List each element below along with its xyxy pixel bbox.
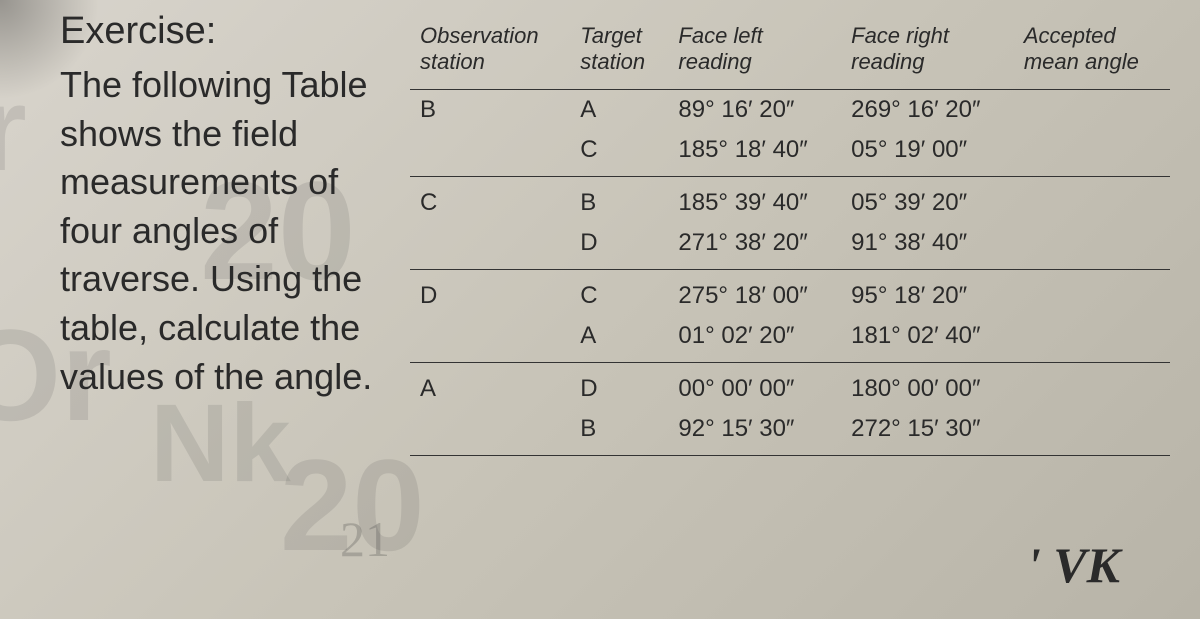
cell-mean <box>1014 223 1170 270</box>
cell-fr: 95° 18′ 20″ <box>841 270 1014 317</box>
table-row: A D 00° 00′ 00″ 180° 00′ 00″ <box>410 363 1170 410</box>
cell-obs <box>410 223 570 270</box>
cell-fr: 180° 00′ 00″ <box>841 363 1014 410</box>
table-row: B 92° 15′ 30″ 272° 15′ 30″ <box>410 409 1170 456</box>
cell-tgt: C <box>570 130 668 177</box>
col-observation: Observation station <box>410 15 570 90</box>
cell-mean <box>1014 177 1170 224</box>
cell-fr: 181° 02′ 40″ <box>841 316 1014 363</box>
cell-fr: 05° 19′ 00″ <box>841 130 1014 177</box>
cell-tgt: D <box>570 363 668 410</box>
table-row: B A 89° 16′ 20″ 269° 16′ 20″ <box>410 90 1170 131</box>
cell-fl: 185° 39′ 40″ <box>668 177 841 224</box>
table-header-row: Observation station Target station Face … <box>410 15 1170 90</box>
table-row: A 01° 02′ 20″ 181° 02′ 40″ <box>410 316 1170 363</box>
cell-tgt: A <box>570 90 668 131</box>
cell-mean <box>1014 90 1170 131</box>
cell-fr: 272° 15′ 30″ <box>841 409 1014 456</box>
cell-fr: 91° 38′ 40″ <box>841 223 1014 270</box>
cell-tgt: C <box>570 270 668 317</box>
cell-fl: 271° 38′ 20″ <box>668 223 841 270</box>
table-panel: Observation station Target station Face … <box>400 0 1200 619</box>
cell-fl: 01° 02′ 20″ <box>668 316 841 363</box>
exercise-title: Exercise: <box>60 10 380 53</box>
col-face-left: Face left reading <box>668 15 841 90</box>
cell-fr: 269° 16′ 20″ <box>841 90 1014 131</box>
cell-fl: 00° 00′ 00″ <box>668 363 841 410</box>
col-face-right: Face right reading <box>841 15 1014 90</box>
cell-obs: C <box>410 177 570 224</box>
cell-mean <box>1014 130 1170 177</box>
table-row: D 271° 38′ 20″ 91° 38′ 40″ <box>410 223 1170 270</box>
cell-tgt: A <box>570 316 668 363</box>
cell-obs <box>410 409 570 456</box>
cell-fl: 92° 15′ 30″ <box>668 409 841 456</box>
col-target: Target station <box>570 15 668 90</box>
cell-obs <box>410 316 570 363</box>
cell-obs: B <box>410 90 570 131</box>
table-row: C 185° 18′ 40″ 05° 19′ 00″ <box>410 130 1170 177</box>
table-row <box>410 456 1170 475</box>
measurements-table: Observation station Target station Face … <box>410 15 1170 474</box>
cell-tgt: D <box>570 223 668 270</box>
cell-fl: 275° 18′ 00″ <box>668 270 841 317</box>
cell-tgt: B <box>570 409 668 456</box>
cell-fr: 05° 39′ 20″ <box>841 177 1014 224</box>
cell-mean <box>1014 270 1170 317</box>
exercise-panel: Exercise: The following Table shows the … <box>0 0 400 619</box>
cell-obs: D <box>410 270 570 317</box>
table-row: C B 185° 39′ 40″ 05° 39′ 20″ <box>410 177 1170 224</box>
cell-mean <box>1014 409 1170 456</box>
cell-mean <box>1014 363 1170 410</box>
cell-fl: 89° 16′ 20″ <box>668 90 841 131</box>
exercise-body: The following Table shows the field meas… <box>60 61 380 401</box>
cell-mean <box>1014 316 1170 363</box>
col-accepted: Accepted mean angle <box>1014 15 1170 90</box>
cell-obs <box>410 130 570 177</box>
cell-fl: 185° 18′ 40″ <box>668 130 841 177</box>
table-row: D C 275° 18′ 00″ 95° 18′ 20″ <box>410 270 1170 317</box>
cell-tgt: B <box>570 177 668 224</box>
cell-obs: A <box>410 363 570 410</box>
